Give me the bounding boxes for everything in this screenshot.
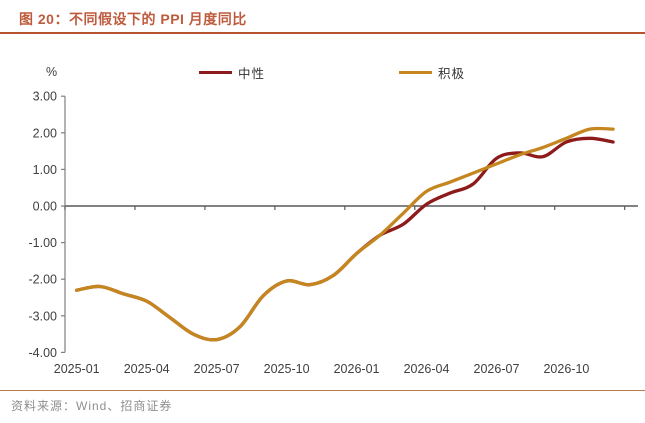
legend-swatch-positive [399,70,432,74]
source-divider [0,390,645,391]
x-tick-label: 2025-04 [124,362,170,376]
figure-title: 图 20：不同假设下的 PPI 月度同比 [19,11,247,27]
title-underline [0,32,645,34]
y-tick-label: 0.00 [33,200,57,214]
legend-label-neutral: 中性 [238,66,266,81]
y-axis-unit-label: % [46,65,58,79]
y-tick-label: -1.00 [29,236,58,250]
legend-item-positive: 积极 [399,64,466,81]
x-tick-label: 2025-01 [54,362,100,376]
source-text: 资料来源：Wind、招商证券 [11,399,173,413]
legend-item-neutral: 中性 [199,64,266,81]
x-tick-label: 2026-01 [334,362,380,376]
y-tick-label: -4.00 [29,346,58,360]
x-tick-label: 2026-04 [404,362,450,376]
y-tick-label: -2.00 [29,273,58,287]
y-tick-label: 2.00 [33,126,57,140]
series-line-positive [75,126,615,342]
x-tick-label: 2025-10 [264,362,310,376]
y-tick-label: 1.00 [33,163,57,177]
legend-label-positive: 积极 [438,66,466,81]
x-tick-label: 2026-10 [543,362,589,376]
legend-swatch-neutral [199,70,232,74]
y-tick-label: 3.00 [33,90,57,104]
x-tick-label: 2026-07 [474,362,520,376]
x-tick-label: 2025-07 [194,362,240,376]
chart-plot-area: 3.00 2.00 1.00 0.00 -1.00 -2.00 -3.00 -4.00 2025… [29,90,638,376]
y-tick-label: -3.00 [29,309,58,323]
